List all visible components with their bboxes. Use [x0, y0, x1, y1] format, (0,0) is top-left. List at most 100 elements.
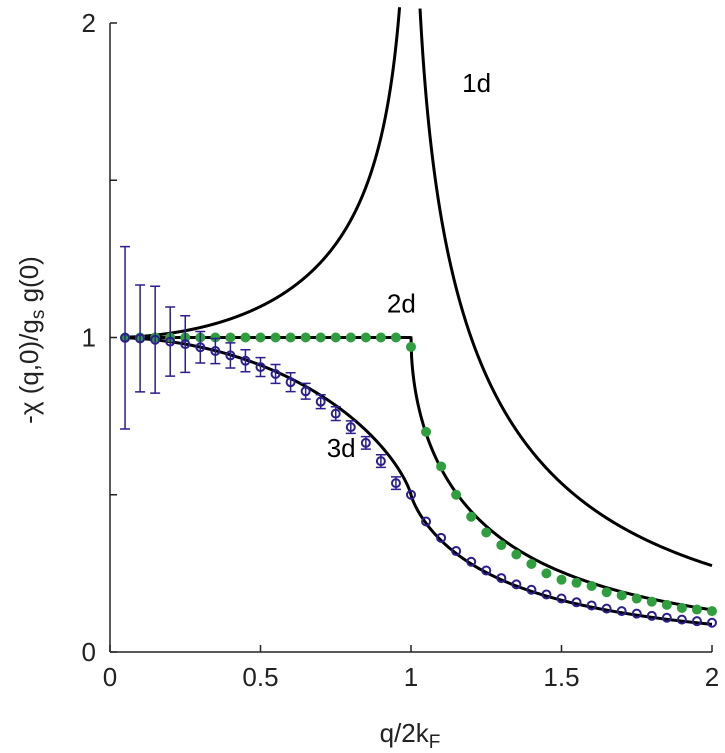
data-point-3d — [451, 546, 462, 557]
data-point-3d — [676, 614, 687, 625]
data-point-3d — [436, 532, 447, 543]
data-point-3d — [481, 565, 492, 576]
error-bar-3d — [165, 306, 176, 377]
data-point-3d — [541, 589, 552, 600]
data-point-2d — [556, 574, 567, 585]
data-point-2d — [496, 540, 507, 551]
data-point-3d — [526, 584, 537, 595]
data-point-3d — [135, 333, 146, 344]
data-point-2d — [541, 568, 552, 579]
data-point-2d — [466, 511, 477, 522]
data-point-3d — [390, 478, 401, 489]
data-point-2d — [240, 332, 251, 343]
y-axis-title: -χ (q,0)/gs g(0) — [14, 256, 49, 424]
data-point-3d — [601, 603, 612, 614]
data-point-2d — [511, 549, 522, 560]
data-point-2d — [601, 587, 612, 598]
y-tick-label: 2 — [82, 8, 96, 38]
data-point-3d — [195, 342, 206, 353]
curve-label-1d: 1d — [462, 68, 491, 98]
error-bar-3d — [240, 349, 251, 373]
plot-area: 1d 2d 3d — [120, 7, 717, 628]
data-point-3d — [691, 616, 702, 627]
error-bar-3d — [195, 330, 206, 364]
data-point-2d — [436, 461, 447, 472]
data-point-2d — [375, 332, 386, 343]
x-tick-label: 0.5 — [242, 662, 278, 692]
data-point-3d — [345, 422, 356, 433]
data-point-3d — [496, 573, 507, 584]
data-point-2d — [390, 332, 401, 343]
data-point-2d — [707, 606, 717, 617]
data-point-2d — [676, 602, 687, 613]
data-point-3d — [375, 456, 386, 467]
data-point-2d — [255, 332, 266, 343]
error-bar-3d — [210, 337, 221, 365]
data-point-2d — [526, 558, 537, 569]
data-point-3d — [586, 600, 597, 611]
error-bar-3d — [150, 285, 161, 394]
curve-label-2d: 2d — [387, 288, 416, 318]
data-point-3d — [285, 377, 296, 388]
data-point-3d — [707, 617, 717, 628]
data-point-2d — [300, 332, 311, 343]
x-tick-label: 1.5 — [543, 662, 579, 692]
data-point-2d — [360, 332, 371, 343]
data-point-3d — [360, 437, 371, 448]
data-point-2d — [406, 341, 416, 352]
data-point-2d — [661, 599, 672, 610]
data-point-3d — [661, 612, 672, 623]
error-bar-3d — [270, 363, 281, 385]
data-point-2d — [646, 596, 657, 607]
data-point-3d — [300, 386, 311, 397]
data-point-2d — [421, 426, 432, 437]
error-bar-3d — [135, 284, 146, 393]
data-point-3d — [225, 350, 236, 361]
data-point-3d — [315, 396, 326, 407]
data-point-3d — [210, 346, 221, 357]
error-bar-3d — [180, 315, 191, 374]
data-point-2d — [330, 332, 341, 343]
data-point-2d — [345, 332, 356, 343]
data-point-3d — [421, 516, 432, 527]
data-point-3d — [556, 593, 567, 604]
data-point-3d — [165, 336, 176, 347]
data-point-3d — [180, 339, 191, 350]
data-point-3d — [616, 606, 627, 617]
data-point-3d — [466, 556, 477, 567]
error-bar-3d — [255, 356, 266, 378]
data-point-2d — [451, 489, 462, 500]
x-tick-label: 1 — [404, 662, 418, 692]
data-point-2d — [270, 332, 281, 343]
curve-2d — [125, 336, 713, 612]
x-tick-label: 0 — [103, 662, 117, 692]
curve-1d — [125, 7, 713, 568]
y-tick-label: 0 — [82, 637, 96, 667]
data-point-2d — [586, 580, 597, 591]
data-point-3d — [150, 334, 161, 345]
y-tick-label: 1 — [82, 323, 96, 353]
error-bar-3d — [300, 382, 311, 400]
data-point-3d — [255, 362, 266, 373]
x-axis-title: q/2kF — [380, 718, 441, 753]
error-bar-3d — [225, 342, 236, 369]
data-point-2d — [571, 577, 582, 588]
data-point-3d — [120, 332, 131, 343]
data-point-2d — [481, 527, 492, 538]
data-point-2d — [210, 332, 221, 343]
data-point-2d — [285, 332, 296, 343]
data-point-3d — [330, 408, 341, 419]
data-point-2d — [691, 604, 702, 615]
data-point-3d — [270, 368, 281, 379]
data-point-2d — [616, 590, 627, 601]
data-point-3d — [511, 579, 522, 590]
data-point-3d — [240, 355, 251, 366]
error-bar-3d — [120, 245, 131, 430]
data-point-3d — [646, 610, 657, 621]
curve-label-3d: 3d — [327, 433, 356, 463]
x-tick-label: 2 — [705, 662, 719, 692]
data-point-3d — [571, 597, 582, 608]
data-point-3d — [406, 489, 416, 500]
data-point-3d — [631, 608, 642, 619]
